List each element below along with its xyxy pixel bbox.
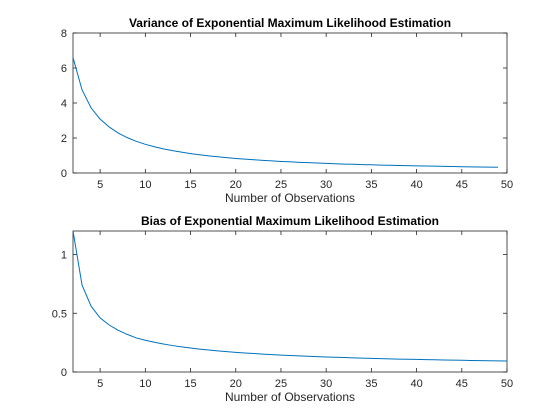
bias-xlabel: Number of Observations <box>225 390 355 404</box>
variance-axes-box <box>72 32 508 174</box>
variance-xtick-label: 10 <box>139 179 151 191</box>
variance-title: Variance of Exponential Maximum Likeliho… <box>129 16 451 30</box>
variance-xtick-label: 15 <box>184 179 196 191</box>
variance-xtick-label: 35 <box>365 179 377 191</box>
bias-chart: 5 10 15 20 25 30 35 40 45 50 0 0.5 1 Bias of Exponen… <box>52 214 513 404</box>
variance-xtick-label: 30 <box>320 179 332 191</box>
bias-xtick-label: 35 <box>365 378 377 390</box>
bias-xtick-label: 10 <box>139 378 151 390</box>
bias-xtick-label: 15 <box>184 378 196 390</box>
bias-ticks: 5 10 15 20 25 30 35 40 45 50 0 0.5 1 <box>52 231 513 390</box>
variance-ytick-label: 0 <box>61 168 67 180</box>
bias-ytick-label: 0.5 <box>52 308 67 320</box>
bias-ytick-label: 0 <box>61 367 67 379</box>
variance-chart: 5 10 15 20 25 30 35 40 45 50 0 2 4 6 8 Variance of Exp… <box>61 16 513 205</box>
bias-xtick-label: 40 <box>410 378 422 390</box>
bias-xtick-label: 20 <box>230 378 242 390</box>
bias-xtick-label: 50 <box>501 378 513 390</box>
bias-title: Bias of Exponential Maximum Likelihood E… <box>141 214 439 228</box>
bias-xtick-label: 30 <box>320 378 332 390</box>
bias-series-line <box>72 230 508 362</box>
bias-xtick-label: 45 <box>456 378 468 390</box>
variance-xtick-label: 5 <box>97 179 103 191</box>
variance-ytick-label: 8 <box>61 28 67 40</box>
bias-xtick-label: 25 <box>275 378 287 390</box>
variance-xtick-label: 50 <box>501 179 513 191</box>
variance-xtick-label: 25 <box>275 179 287 191</box>
variance-series-line <box>72 57 498 168</box>
variance-ytick-label: 2 <box>61 133 67 145</box>
variance-xtick-label: 45 <box>456 179 468 191</box>
variance-ytick-label: 4 <box>61 98 67 110</box>
variance-xlabel: Number of Observations <box>225 191 355 205</box>
variance-ytick-label: 6 <box>61 63 67 75</box>
bias-xtick-label: 5 <box>97 378 103 390</box>
variance-ticks: 5 10 15 20 25 30 35 40 45 50 0 2 4 6 8 <box>61 28 513 191</box>
variance-xtick-label: 20 <box>230 179 242 191</box>
bias-ytick-label: 1 <box>61 250 67 262</box>
variance-xtick-label: 40 <box>410 179 422 191</box>
bias-axes-box <box>72 230 508 373</box>
